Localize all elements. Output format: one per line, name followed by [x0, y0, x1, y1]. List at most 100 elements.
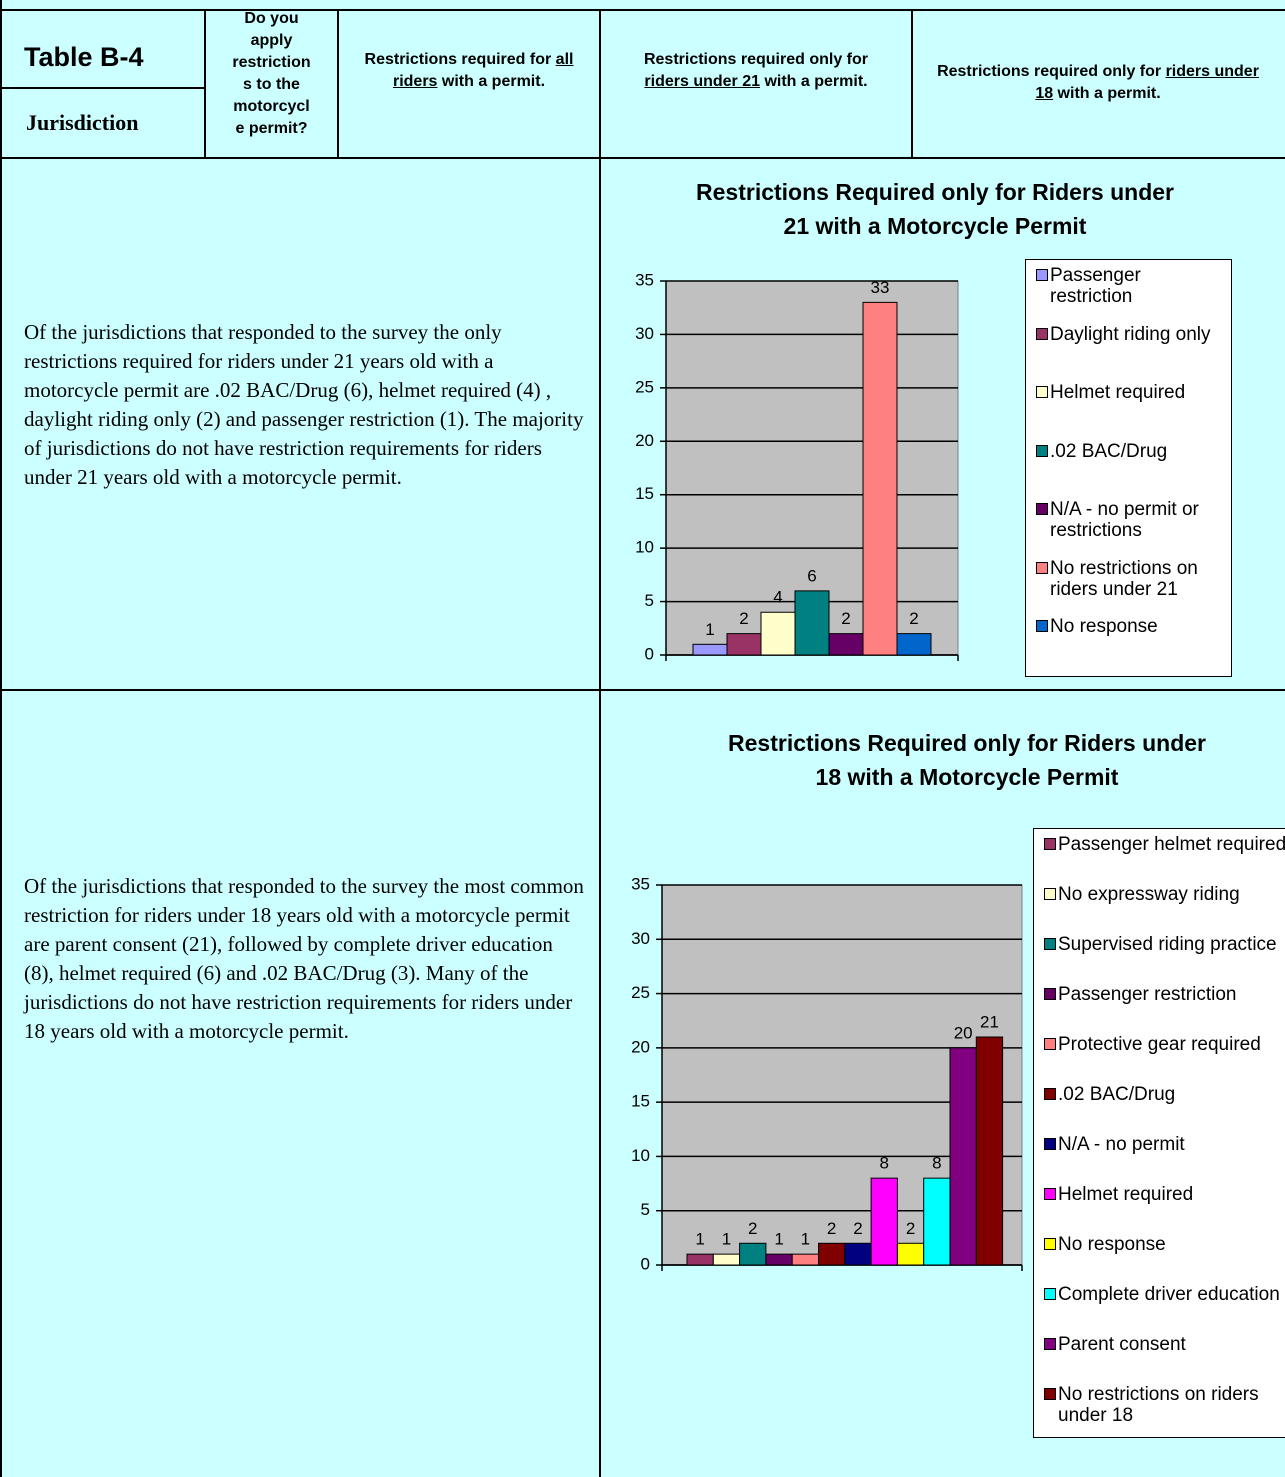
legend: Passenger helmet required No expressway r… [1033, 828, 1285, 1438]
legend-swatch [1044, 988, 1056, 1000]
bar [692, 643, 728, 656]
y-tick-label: 10 [635, 538, 654, 557]
bar [712, 1253, 741, 1266]
heading-underlined: all riders [392, 51, 574, 90]
legend-swatch [1036, 327, 1048, 340]
y-tick-label: 25 [631, 983, 650, 1002]
heading-line: restriction [232, 54, 311, 71]
value-label: 1 [774, 1230, 783, 1249]
legend-swatch [1036, 503, 1048, 515]
bar [794, 590, 830, 656]
value-label: 2 [909, 609, 918, 628]
value-label: 1 [695, 1230, 704, 1249]
legend-label: .02 BAC/Drug [1058, 1084, 1176, 1105]
legend-label: Passenger restriction [1050, 265, 1141, 307]
legend-swatch [1036, 386, 1048, 398]
y-tick-label: 25 [635, 377, 654, 396]
legend-swatch [1044, 1038, 1056, 1050]
legend-swatch [1044, 1088, 1056, 1100]
legend-label: Parent consent [1058, 1334, 1186, 1355]
legend-swatch [1036, 269, 1048, 281]
value-label: 1 [705, 620, 714, 639]
value-label: 21 [980, 1012, 999, 1031]
heading-text: with a permit. [437, 73, 546, 90]
y-tick-label: 20 [635, 431, 654, 450]
column-heading: Restrictions required only for riders un… [930, 61, 1266, 105]
legend-label: Helmet required [1050, 382, 1186, 403]
value-label: 33 [871, 278, 890, 297]
y-tick-label: 15 [635, 484, 654, 503]
heading-underlined: riders under 18 [1035, 63, 1259, 102]
legend-label: No restrictions on riders under 18 [1058, 1384, 1259, 1426]
bar [791, 1253, 820, 1266]
bar [862, 301, 898, 656]
y-tick-label: 30 [635, 324, 654, 343]
value-label: 8 [932, 1154, 941, 1173]
y-tick-label: 5 [645, 591, 654, 610]
heading-line: motorcycl [233, 98, 310, 115]
apply-heading: Do you apply restriction s to the motorcycl e… [205, 8, 338, 140]
y-tick-label: 35 [631, 874, 650, 893]
bar [760, 611, 796, 656]
legend-label: Daylight riding only [1050, 323, 1211, 345]
heading-text: with a permit. [1053, 85, 1161, 102]
value-label: 1 [722, 1230, 731, 1249]
value-label: 20 [954, 1023, 973, 1042]
chart-title: Restrictions Required only for Riders un… [728, 730, 1206, 790]
value-label: 2 [841, 609, 850, 628]
bar [818, 1242, 846, 1266]
legend-label: Passenger restriction [1058, 984, 1237, 1005]
bar [828, 633, 864, 656]
heading-line: apply [250, 32, 293, 49]
bar [949, 1047, 977, 1266]
value-label: 2 [906, 1219, 915, 1238]
legend-swatch [1044, 1388, 1056, 1400]
value-label: 2 [748, 1219, 757, 1238]
legend-swatch [1044, 838, 1056, 850]
jurisdiction-heading: Jurisdiction [26, 110, 139, 135]
legend-label: No expressway riding [1058, 884, 1240, 905]
legend-swatch [1036, 620, 1048, 632]
paragraph: Of the jurisdictions that responded to t… [24, 320, 584, 489]
legend-swatch [1036, 444, 1048, 457]
y-tick-label: 0 [641, 1254, 650, 1273]
legend-label: No restrictions on riders under 21 [1050, 557, 1198, 600]
value-label: 8 [880, 1154, 889, 1173]
bar [765, 1253, 793, 1266]
heading-text: Restrictions required only for [643, 51, 869, 68]
y-tick-label: 15 [631, 1092, 650, 1111]
legend-label: No response [1058, 1234, 1166, 1255]
value-label: 1 [801, 1230, 810, 1249]
bar [975, 1036, 1004, 1266]
heading-line: e permit? [235, 120, 308, 137]
bar [686, 1253, 714, 1266]
y-tick-label: 10 [631, 1146, 650, 1165]
heading-line: Do you [244, 10, 299, 27]
bar [726, 633, 762, 656]
heading-text: Restrictions required only for [937, 63, 1166, 80]
legend-swatch [1044, 1188, 1056, 1200]
legend-swatch [1044, 1138, 1056, 1150]
bar [870, 1177, 898, 1266]
value-label: 4 [773, 588, 782, 607]
legend-swatch [1036, 561, 1048, 574]
y-tick-label: 30 [631, 929, 650, 948]
legend-swatch [1044, 1238, 1056, 1250]
y-tick-label: 35 [635, 270, 654, 289]
table-title: Table B-4 [24, 42, 144, 72]
value-label: 2 [853, 1219, 862, 1238]
column-heading: Restrictions required for all riders wit… [355, 49, 583, 93]
value-label: 2 [827, 1219, 836, 1238]
legend-label: Helmet required [1058, 1184, 1194, 1205]
legend-swatch [1044, 938, 1056, 950]
legend-label: N/A - no permit [1058, 1134, 1185, 1155]
legend-label: Complete driver education [1058, 1284, 1280, 1305]
value-label: 6 [807, 566, 816, 585]
column-heading: Restrictions required only for riders un… [625, 49, 887, 93]
y-tick-label: 20 [631, 1037, 650, 1056]
value-label: 2 [739, 609, 748, 628]
bar [896, 1242, 925, 1266]
